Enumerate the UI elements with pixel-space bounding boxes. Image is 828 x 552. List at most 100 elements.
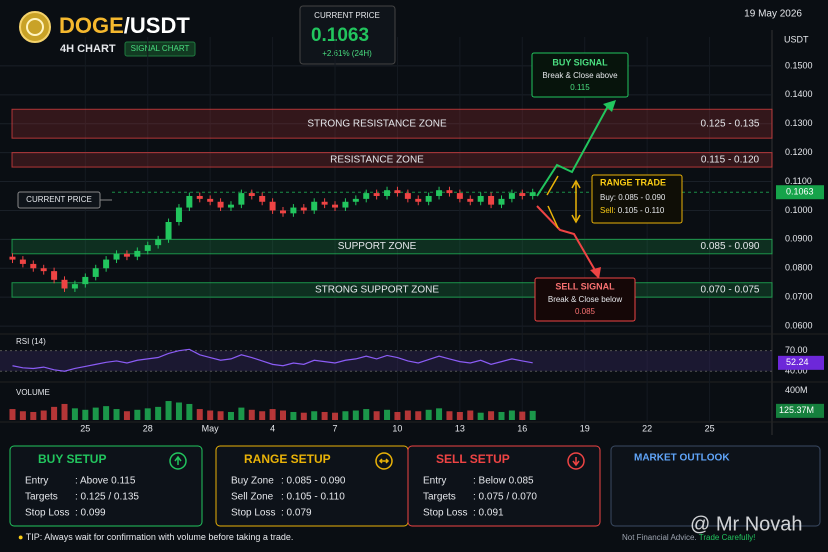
volume-bar bbox=[30, 411, 37, 420]
zone bbox=[11, 108, 773, 139]
volume-bar bbox=[113, 409, 120, 420]
volume-bar bbox=[342, 411, 349, 420]
badge: SIGNAL CHART bbox=[131, 44, 190, 53]
candle-body bbox=[352, 198, 359, 202]
candle-body bbox=[508, 193, 515, 199]
setup-card bbox=[9, 445, 203, 527]
buy-signal-text: Break & Close above bbox=[542, 71, 618, 80]
volume-label: VOLUME bbox=[16, 388, 50, 397]
candle-body bbox=[415, 198, 422, 202]
candle-body bbox=[290, 207, 297, 214]
candle-body bbox=[384, 190, 391, 196]
candle-body bbox=[373, 193, 380, 196]
sell-signal-title: SELL SIGNAL bbox=[555, 281, 615, 291]
setup-title: SELL SETUP bbox=[436, 452, 510, 466]
volume-bar bbox=[123, 411, 130, 420]
setup-value: : 0.125 / 0.135 bbox=[75, 492, 139, 503]
candle-body bbox=[259, 195, 266, 202]
setup-icon bbox=[169, 452, 187, 470]
volume-bar bbox=[384, 409, 391, 420]
outlook-title: MARKET OUTLOOK bbox=[634, 453, 730, 464]
volume-bar bbox=[61, 403, 68, 420]
zone-label: STRONG SUPPORT ZONE bbox=[315, 285, 439, 296]
current-price-axis-tag bbox=[776, 185, 824, 200]
volume-bar bbox=[269, 409, 276, 420]
range-arrows bbox=[546, 175, 577, 229]
x-tick-label: 13 bbox=[455, 423, 465, 433]
setup-value: : 0.099 bbox=[75, 508, 106, 519]
y-axis-label: USDT bbox=[784, 34, 809, 44]
volume-bar bbox=[415, 411, 422, 420]
volume-bar bbox=[175, 402, 182, 420]
y-tick-label: 0.1200 bbox=[785, 147, 813, 157]
zone-label: RESISTANCE ZONE bbox=[330, 154, 424, 165]
candle-body bbox=[144, 245, 151, 251]
setup-card bbox=[407, 445, 601, 527]
buy-arrowhead bbox=[603, 100, 616, 112]
buy-signal-box bbox=[531, 52, 629, 98]
zone-range: 0.115 - 0.120 bbox=[701, 154, 760, 165]
candle-body bbox=[321, 201, 328, 205]
logo bbox=[19, 11, 51, 43]
tip-text: TIP: Always wait for confirmation with v… bbox=[26, 532, 294, 542]
disclaimer: Not Financial Advice. Trade Carefully! bbox=[622, 533, 755, 542]
setup-title: BUY SETUP bbox=[38, 452, 106, 466]
candle-body bbox=[342, 201, 349, 208]
candle-body bbox=[425, 195, 432, 202]
volume-bar bbox=[488, 411, 495, 420]
candle-body bbox=[279, 210, 286, 214]
rsi-current: 52.24 bbox=[786, 357, 809, 367]
zone-range: 0.070 - 0.075 bbox=[701, 285, 760, 296]
tip: ● TIP: Always wait for confirmation with… bbox=[18, 532, 293, 542]
candle-body bbox=[498, 198, 505, 205]
range-sell-key: Sell: bbox=[600, 206, 616, 215]
candle-body bbox=[488, 195, 495, 205]
volume-bar bbox=[9, 409, 16, 420]
candle-body bbox=[19, 259, 26, 264]
volume-bar bbox=[404, 410, 411, 420]
volume-bar bbox=[519, 411, 526, 420]
y-tick-label: 0.1000 bbox=[785, 205, 813, 215]
volume-current-tag bbox=[776, 403, 824, 418]
buy-arrow bbox=[536, 105, 609, 197]
x-tick-label: 19 bbox=[580, 423, 590, 433]
candle-body bbox=[467, 198, 474, 202]
volume-bar bbox=[51, 406, 58, 420]
volume-bar bbox=[259, 411, 266, 420]
setup-key: Entry bbox=[423, 476, 446, 487]
volume-bar bbox=[311, 411, 318, 420]
range-sell-value: 0.105 - 0.110 bbox=[618, 206, 665, 215]
y-tick-label: 0.0800 bbox=[785, 263, 813, 273]
candle-body bbox=[394, 190, 401, 194]
symbol-base: DOGE bbox=[59, 13, 124, 38]
volume-bar bbox=[279, 410, 286, 420]
setup-title: RANGE SETUP bbox=[244, 452, 331, 466]
rsi-label: RSI (14) bbox=[16, 337, 46, 346]
rsi-tick-label: 70.00 bbox=[785, 345, 808, 355]
candle-body bbox=[113, 253, 120, 260]
candle-body bbox=[51, 271, 58, 280]
volume-bar bbox=[40, 410, 47, 420]
candle-body bbox=[61, 279, 68, 289]
range-arrowheads bbox=[571, 179, 581, 224]
volume-bar bbox=[186, 403, 193, 420]
zone-range: 0.085 - 0.090 bbox=[701, 241, 760, 252]
candle-body bbox=[40, 268, 47, 272]
candle-body bbox=[217, 201, 224, 208]
rsi-tick-label: 40.00 bbox=[785, 366, 808, 376]
candle-body bbox=[196, 195, 203, 199]
candle-body bbox=[9, 256, 16, 260]
candle-body bbox=[529, 192, 536, 196]
setup-value: : 0.075 / 0.070 bbox=[473, 492, 537, 503]
rsi-band bbox=[0, 350, 772, 372]
setup-key: Stop Loss bbox=[25, 508, 69, 519]
current-price-axis-label: 0.1063 bbox=[786, 187, 814, 197]
x-tick-label: 10 bbox=[392, 423, 402, 433]
setup-value: : 0.091 bbox=[473, 508, 504, 519]
zone bbox=[11, 152, 773, 168]
volume-bar bbox=[155, 406, 162, 420]
disclaimer-highlight: Trade Carefully! bbox=[699, 533, 756, 542]
y-tick-label: 0.0700 bbox=[785, 292, 813, 302]
